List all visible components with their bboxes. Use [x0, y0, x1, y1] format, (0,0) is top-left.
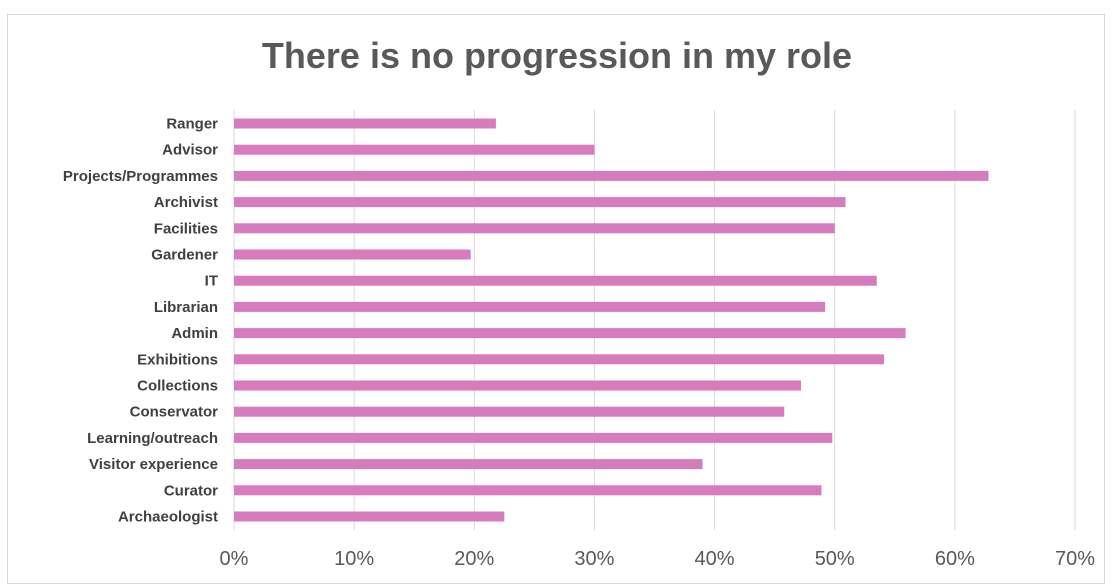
x-tick-label: 70% [1055, 548, 1095, 570]
x-tick-label: 0% [220, 548, 249, 570]
bar [234, 249, 471, 260]
category-label: Projects/Programmes [63, 168, 218, 185]
bar [234, 406, 785, 417]
category-label: Facilities [154, 220, 218, 237]
bar [234, 354, 884, 365]
bar [234, 118, 496, 129]
category-label: Ranger [166, 116, 218, 133]
bar [234, 511, 505, 522]
bar [234, 275, 877, 286]
category-labels: Ranger Advisor Projects/Programmes Archivis… [63, 116, 218, 526]
bar [234, 432, 833, 443]
category-label: Admin [171, 325, 218, 342]
category-label: Learning/outreach [87, 430, 218, 447]
category-label: IT [205, 273, 218, 290]
category-label: Librarian [154, 299, 218, 316]
x-tick-label: 10% [334, 548, 374, 570]
category-label: Exhibitions [137, 351, 218, 368]
category-label: Advisor [162, 142, 218, 159]
category-label: Gardener [151, 247, 218, 264]
category-label: Archivist [154, 194, 218, 211]
category-label: Visitor experience [89, 456, 218, 473]
x-tick-label: 50% [815, 548, 855, 570]
category-label: Curator [164, 482, 218, 499]
x-tick-label: 30% [574, 548, 614, 570]
x-tick-labels: 0% 10% 20% 30% 40% 50% 60% 70% [220, 548, 1096, 570]
x-tick-label: 20% [454, 548, 494, 570]
category-label: Archaeologist [118, 509, 218, 526]
bar [234, 197, 846, 208]
category-label: Collections [137, 378, 218, 395]
bar [234, 144, 595, 155]
bar [234, 170, 989, 181]
bar [234, 223, 835, 234]
x-tick-label: 60% [935, 548, 975, 570]
x-tick-label: 40% [695, 548, 735, 570]
bar [234, 328, 906, 339]
chart-title: There is no progression in my role [261, 35, 853, 76]
bars [234, 118, 989, 522]
bar [234, 380, 802, 391]
bar [234, 485, 822, 496]
bar [234, 459, 703, 470]
category-label: Conservator [130, 404, 219, 421]
bar [234, 301, 826, 312]
